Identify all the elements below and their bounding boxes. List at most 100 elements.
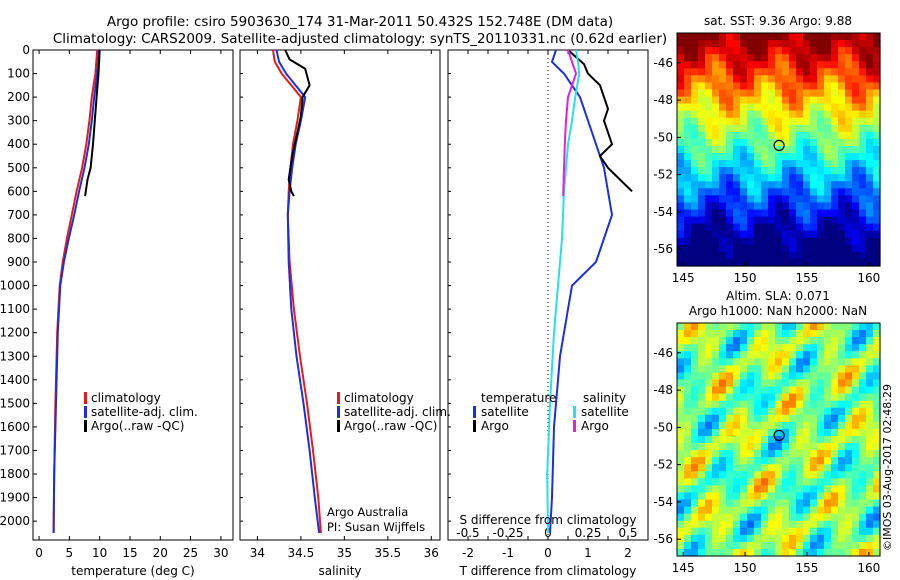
legend-temp-argo: Argo: [481, 419, 509, 433]
sst-cell: [866, 188, 874, 196]
sst-cell: [775, 47, 783, 55]
sst-cell: [852, 96, 860, 105]
sla-cell: [719, 513, 727, 522]
sla-cell: [838, 443, 846, 451]
sst-cell: [873, 174, 881, 182]
sst-cell: [782, 89, 790, 98]
sst-cell: [831, 75, 839, 84]
sla-cell: [754, 499, 762, 508]
y-tick-label: 700: [7, 208, 30, 222]
sst-cell: [705, 251, 713, 260]
sla-map-title1: Altim. SLA: 0.071: [726, 289, 830, 303]
sst-cell: [733, 131, 741, 140]
sla-cell: [796, 323, 804, 331]
sst-cell: [803, 174, 811, 182]
sla-cell: [852, 457, 860, 465]
sst-cell: [789, 216, 797, 225]
sst-cell: [768, 153, 776, 161]
sla-cell: [789, 499, 797, 508]
sla-cell: [803, 428, 811, 437]
sla-cell: [866, 435, 874, 444]
sst-cell: [761, 145, 769, 154]
sla-cell: [747, 428, 755, 437]
sla-cell: [684, 421, 692, 430]
sla-cell: [684, 450, 692, 458]
sst-cell: [803, 230, 811, 239]
sla-cell: [775, 492, 783, 501]
sla-cell: [733, 379, 741, 388]
sla-cell: [726, 365, 734, 374]
sla-cell: [705, 330, 713, 338]
sla-cell: [824, 457, 832, 465]
sst-cell: [789, 244, 797, 253]
sla-cell: [768, 323, 776, 331]
sst-cell: [677, 209, 685, 218]
sla-cell: [684, 443, 692, 451]
sst-cell: [831, 160, 839, 168]
sst-cell: [810, 153, 818, 161]
sst-cell: [684, 47, 692, 55]
sla-cell: [726, 372, 734, 381]
sla-cell: [677, 358, 685, 366]
sst-cell: [740, 54, 748, 62]
sst-cell: [698, 216, 706, 225]
sla-cell: [698, 365, 706, 374]
sst-cell: [810, 202, 818, 211]
sst-cell: [684, 75, 692, 84]
sst-cell: [712, 251, 720, 260]
sla-cell: [838, 379, 846, 388]
legend-label-argo: Argo(..raw -QC): [344, 419, 437, 433]
sst-cell: [789, 145, 797, 154]
sst-cell: [796, 181, 804, 189]
sst-cell: [719, 89, 727, 98]
sst-cell: [817, 145, 825, 154]
sst-cell: [761, 89, 769, 98]
sla-cell: [761, 457, 769, 465]
sst-cell: [789, 160, 797, 168]
sst-cell: [782, 82, 790, 91]
sla-cell: [726, 527, 734, 536]
sst-cell: [754, 160, 762, 168]
sst-cell: [803, 209, 811, 218]
sla-cell: [831, 379, 839, 388]
sla-cell: [866, 471, 874, 479]
sst-cell: [754, 117, 762, 126]
sla-cell: [691, 464, 699, 472]
sla-cell: [754, 372, 762, 381]
sla-cell: [803, 393, 811, 402]
sst-cell: [705, 174, 713, 182]
x2-tick-label: 0: [544, 526, 552, 540]
sst-cell: [873, 230, 881, 239]
sla-cell: [810, 541, 818, 550]
sla-cell: [796, 365, 804, 374]
sla-cell: [754, 344, 762, 352]
sla-cell: [754, 534, 762, 543]
sst-cell: [677, 138, 685, 147]
sst-cell: [719, 103, 727, 112]
sst-cell: [740, 209, 748, 218]
x-axis-label-salinity: salinity: [318, 564, 361, 578]
sst-cell: [698, 61, 706, 69]
sla-cell: [768, 337, 776, 345]
sla-cell: [831, 351, 839, 359]
sla-cell: [817, 520, 825, 529]
sst-cell: [859, 138, 867, 147]
sst-cell: [747, 230, 755, 239]
sla-cell: [733, 478, 741, 486]
sla-cell: [796, 358, 804, 366]
sst-cell: [754, 103, 762, 112]
sla-cell: [817, 400, 825, 409]
sst-cell: [803, 160, 811, 168]
sst-cell: [866, 223, 874, 232]
sla-cell: [831, 372, 839, 381]
sla-cell: [782, 330, 790, 338]
sla-cell: [719, 435, 727, 444]
sst-cell: [747, 82, 755, 91]
sla-cell: [733, 358, 741, 366]
sst-cell: [705, 244, 713, 253]
sla-cell: [754, 513, 762, 522]
sst-cell: [796, 33, 804, 41]
sst-cell: [726, 54, 734, 62]
sst-cell: [859, 61, 867, 69]
sla-cell: [705, 435, 713, 444]
